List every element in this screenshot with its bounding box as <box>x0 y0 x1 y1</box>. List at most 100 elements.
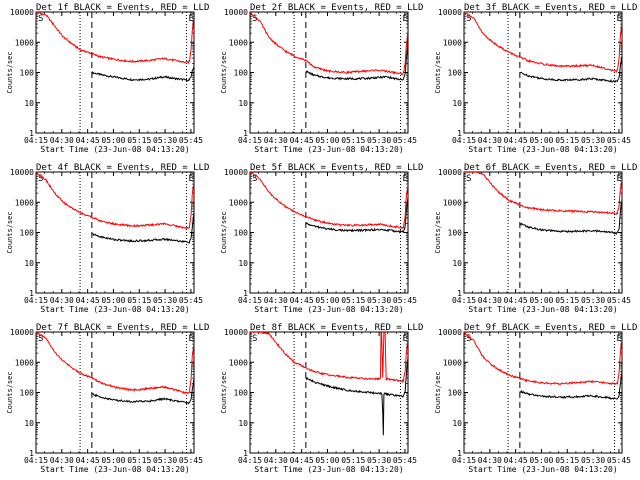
x-axis-label: Start Time (23-Jun-08 04:13:20) <box>40 145 189 154</box>
end-marker: E <box>403 14 408 24</box>
y-axis-label: Counts/sec <box>6 371 14 413</box>
x-tick-label: 04:30 <box>264 456 288 465</box>
series-events-line <box>91 66 194 82</box>
x-tick-label: 05:15 <box>127 136 151 145</box>
panel-det-8: Det 8f BLACK = Events, RED = LLD 1 10 100 10… <box>220 323 423 474</box>
x-tick-label: 04:30 <box>264 136 288 145</box>
plot-frame <box>35 331 195 454</box>
y-tick-label: 10000 <box>224 168 248 177</box>
y-tick-label: 1000 <box>229 358 248 367</box>
x-tick-label: 04:15 <box>238 296 262 305</box>
x-tick-label: 05:15 <box>555 136 579 145</box>
x-tick-label: 04:15 <box>452 456 476 465</box>
x-tick-label: 05:30 <box>153 456 177 465</box>
start-marker: S <box>466 334 471 344</box>
x-axis-label: Start Time (23-Jun-08 04:13:20) <box>40 465 189 474</box>
series-lld-line <box>36 332 194 395</box>
x-tick-label: 05:45 <box>607 296 631 305</box>
x-tick-label: 05:15 <box>341 296 365 305</box>
y-tick-label: 1 <box>29 449 34 458</box>
y-tick-label: 1 <box>243 449 248 458</box>
series-events-line <box>519 199 622 235</box>
x-tick-label: 05:30 <box>367 456 391 465</box>
panel-det-7: Det 7f BLACK = Events, RED = LLD 1 10 100 10… <box>6 323 209 474</box>
y-axis-label: Counts/sec <box>220 371 228 413</box>
x-tick-label: 04:45 <box>504 456 528 465</box>
series-events-line <box>305 356 408 436</box>
x-tick-label: 04:30 <box>50 296 74 305</box>
panel-title: Det 2f BLACK = Events, RED = LLD <box>250 3 423 13</box>
x-tick-label: 05:00 <box>101 456 125 465</box>
panel-det-1: Det 1f BLACK = Events, RED = LLD 1 10 100 10… <box>6 3 209 154</box>
y-axis-label: Counts/sec <box>6 211 14 253</box>
series-events-line <box>305 42 408 81</box>
x-tick-label: 05:45 <box>179 136 203 145</box>
x-tick-label: 05:00 <box>101 296 125 305</box>
x-tick-label: 05:00 <box>529 456 553 465</box>
y-tick-label: 100 <box>448 389 463 398</box>
y-tick-label: 1000 <box>15 358 34 367</box>
y-tick-label: 10000 <box>224 8 248 17</box>
x-tick-label: 04:45 <box>290 296 314 305</box>
x-axis-label: Start Time (23-Jun-08 04:13:20) <box>40 305 189 314</box>
y-tick-label: 10000 <box>438 328 462 337</box>
x-axis-label: Start Time (23-Jun-08 04:13:20) <box>254 305 403 314</box>
x-tick-label: 04:45 <box>504 136 528 145</box>
end-marker: E <box>403 334 408 344</box>
x-tick-label: 05:45 <box>607 456 631 465</box>
x-tick-label: 05:00 <box>529 136 553 145</box>
y-tick-label: 100 <box>20 69 35 78</box>
x-tick-label: 04:45 <box>504 296 528 305</box>
start-marker: S <box>252 334 257 344</box>
y-tick-label: 10 <box>24 259 34 268</box>
x-tick-label: 04:15 <box>452 296 476 305</box>
x-tick-label: 04:30 <box>50 136 74 145</box>
x-tick-label: 05:15 <box>127 456 151 465</box>
y-tick-label: 100 <box>448 229 463 238</box>
y-tick-label: 10 <box>452 99 462 108</box>
y-tick-label: 100 <box>234 69 249 78</box>
series-events-line <box>519 371 622 400</box>
y-tick-label: 1 <box>243 289 248 298</box>
panel-det-9: Det 9f BLACK = Events, RED = LLD 1 10 100 10… <box>434 323 637 474</box>
y-tick-label: 10 <box>238 419 248 428</box>
x-tick-label: 05:30 <box>581 296 605 305</box>
y-tick-label: 10 <box>24 99 34 108</box>
plot-frame <box>463 11 623 134</box>
x-axis-label: Start Time (23-Jun-08 04:13:20) <box>254 145 403 154</box>
y-tick-label: 1 <box>29 129 34 138</box>
panel-title: Det 8f BLACK = Events, RED = LLD <box>250 323 423 333</box>
x-tick-label: 04:30 <box>478 296 502 305</box>
x-tick-label: 05:45 <box>393 456 417 465</box>
x-tick-label: 05:00 <box>315 136 339 145</box>
y-tick-label: 10000 <box>10 328 34 337</box>
x-tick-label: 04:15 <box>452 136 476 145</box>
x-tick-label: 04:45 <box>76 296 100 305</box>
y-tick-label: 100 <box>448 69 463 78</box>
y-axis-label: Counts/sec <box>220 211 228 253</box>
panel-det-6: Det 6f BLACK = Events, RED = LLD 1 10 100 10… <box>434 163 637 314</box>
x-tick-label: 04:45 <box>76 136 100 145</box>
plot-frame <box>463 331 623 454</box>
y-axis-label: Counts/sec <box>434 51 442 93</box>
series-events-line <box>91 212 194 244</box>
panel-det-5: Det 5f BLACK = Events, RED = LLD 1 10 100 10… <box>220 163 423 314</box>
panel-title: Det 7f BLACK = Events, RED = LLD <box>36 323 209 333</box>
x-tick-label: 05:45 <box>179 456 203 465</box>
x-axis-label: Start Time (23-Jun-08 04:13:20) <box>254 465 403 474</box>
y-tick-label: 100 <box>20 389 35 398</box>
series-lld-line <box>36 172 194 230</box>
y-tick-label: 100 <box>234 229 249 238</box>
end-marker: E <box>617 334 622 344</box>
x-tick-label: 05:00 <box>315 456 339 465</box>
series-events-line <box>519 55 622 84</box>
series-lld-line <box>464 172 622 215</box>
x-tick-label: 05:00 <box>101 136 125 145</box>
y-tick-label: 10000 <box>438 168 462 177</box>
panel-title: Det 5f BLACK = Events, RED = LLD <box>250 163 423 173</box>
panel-title: Det 3f BLACK = Events, RED = LLD <box>464 3 637 13</box>
end-marker: E <box>403 174 408 184</box>
y-axis-label: Counts/sec <box>434 211 442 253</box>
x-tick-label: 04:15 <box>24 456 48 465</box>
